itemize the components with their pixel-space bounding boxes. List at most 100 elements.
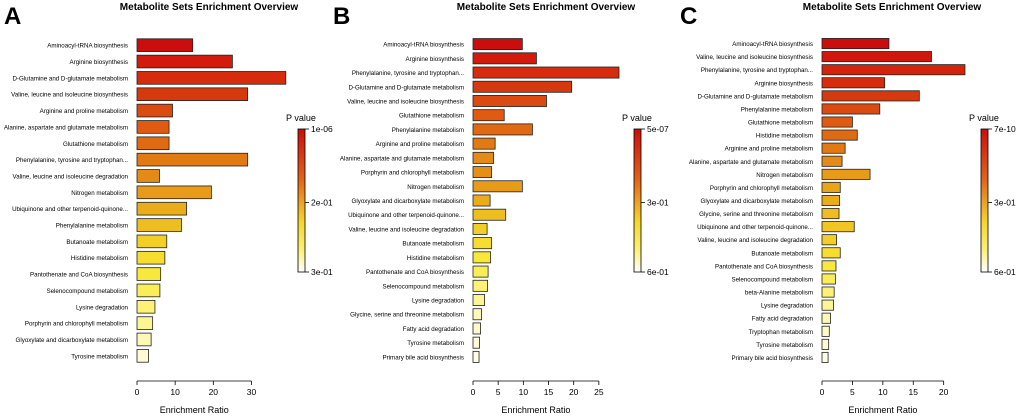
bar xyxy=(472,322,481,335)
category-label: Fatty acid degradation xyxy=(403,326,465,333)
category-label: Pantothenate and CoA biosynthesis xyxy=(715,263,813,270)
category-label: Phenylalanine, tyrosine and tryptophan..… xyxy=(16,157,128,164)
bar xyxy=(821,194,841,207)
category-label: Butanoate metabolism xyxy=(751,250,813,257)
category-label: Arginine and proline metabolism xyxy=(725,146,813,153)
category-label: Glyoxylate and dicarboxylate metabolism xyxy=(701,198,813,205)
bar xyxy=(472,151,495,164)
bar xyxy=(821,260,837,272)
bar xyxy=(136,71,287,85)
category-label: Alanine, aspartate and glutamate metabol… xyxy=(340,155,464,162)
bar xyxy=(472,109,505,122)
category-label: Arginine biosynthesis xyxy=(755,80,813,87)
bar xyxy=(472,294,485,306)
x-tick-label: 10 xyxy=(519,387,529,397)
category-label: Histidine metabolism xyxy=(756,133,813,140)
category-label: Aminoacyl-tRNA biosynthesis xyxy=(383,42,464,49)
bar xyxy=(136,267,162,281)
bar xyxy=(472,137,496,150)
bar xyxy=(472,350,480,363)
category-label: Valine, leucine and isoleucine biosynthe… xyxy=(696,54,813,61)
category-label: Glycine, serine and threonine metabolism xyxy=(699,211,813,218)
category-label: Lysine degradation xyxy=(761,303,814,310)
legend-title: P value xyxy=(286,113,316,123)
legend-title: P value xyxy=(969,113,999,123)
bar xyxy=(821,234,838,246)
x-tick-label: 5 xyxy=(496,387,501,397)
bar xyxy=(136,54,233,69)
legend-colorbar xyxy=(980,128,989,273)
bar xyxy=(472,95,547,107)
legend-colorbar xyxy=(633,128,642,273)
category-label: Tyrosine metabolism xyxy=(71,353,128,360)
x-tick-label: 10 xyxy=(170,387,180,397)
bar xyxy=(821,286,835,298)
bar xyxy=(472,237,493,250)
category-label: Histidine metabolism xyxy=(71,255,128,262)
bar xyxy=(472,336,480,349)
panel-c: C Metabolite Sets Enrichment Overview Amin… xyxy=(680,2,1016,415)
bar xyxy=(136,316,154,330)
bar xyxy=(821,299,834,311)
bar xyxy=(821,142,846,154)
bar xyxy=(821,103,881,115)
x-axis-label: Enrichment Ratio xyxy=(501,405,570,415)
category-label: Valine, leucine and isoleucine degradati… xyxy=(13,173,129,180)
x-tick-label: 25 xyxy=(594,387,604,397)
x-tick-label: 0 xyxy=(820,387,825,397)
legend-tick-label: 3e-01 xyxy=(647,198,669,208)
category-label: Nitrogen metabolism xyxy=(756,172,813,179)
bar xyxy=(472,194,491,207)
category-label: Ubiquinone and other terpenoid-quinone..… xyxy=(697,224,813,231)
category-label: Selenocompound metabolism xyxy=(382,283,464,290)
category-label: Tyrosine metabolism xyxy=(756,342,813,349)
bar xyxy=(472,251,492,264)
category-label: Selenocompound metabolism xyxy=(46,288,128,295)
category-label: beta-Alanine metabolism xyxy=(745,290,813,297)
legend-tick-label: 2e-01 xyxy=(311,198,333,208)
category-label: Phenylalanine, tyrosine and tryptophan..… xyxy=(352,70,464,77)
panel-letter: B xyxy=(333,3,350,30)
legend-title: P value xyxy=(622,113,652,123)
chart-title: Metabolite Sets Enrichment Overview xyxy=(120,2,299,13)
category-label: Primary bile acid biosynthesis xyxy=(382,354,464,361)
bar xyxy=(821,155,843,167)
x-tick-label: 20 xyxy=(209,387,219,397)
category-label: Nitrogen metabolism xyxy=(407,184,464,191)
legend-tick-label: 6e-01 xyxy=(647,267,669,277)
category-label: Arginine biosynthesis xyxy=(406,56,464,63)
category-label: Porphyrin and chlorophyll metabolism xyxy=(25,321,128,328)
category-label: Arginine biosynthesis xyxy=(70,59,128,66)
bar xyxy=(472,52,537,65)
bar xyxy=(821,51,932,63)
x-tick-label: 10 xyxy=(878,387,888,397)
legend-tick-label: 3e-01 xyxy=(994,198,1016,208)
bar xyxy=(821,168,871,180)
bar xyxy=(821,38,890,50)
category-label: Phenylalanine metabolism xyxy=(392,127,464,134)
category-label: D-Glutamine and D-glutamate metabolism xyxy=(697,93,813,100)
bar xyxy=(472,66,620,79)
category-label: Phenylalanine metabolism xyxy=(56,223,128,230)
category-label: Alanine, aspartate and glutamate metabol… xyxy=(689,159,813,166)
bar xyxy=(136,201,188,216)
category-label: Glyoxylate and dicarboxylate metabolism xyxy=(16,337,128,344)
category-label: Lysine degradation xyxy=(76,304,129,311)
panel-letter: C xyxy=(680,3,697,30)
legend-tick-label: 5e-07 xyxy=(647,124,669,134)
category-label: Glyoxylate and dicarboxylate metabolism xyxy=(352,198,464,205)
category-label: Glycine, serine and threonine metabolism xyxy=(350,312,464,319)
legend-tick-label: 7e-10 xyxy=(994,124,1016,134)
category-label: Arginine and proline metabolism xyxy=(40,108,128,115)
bar xyxy=(472,308,482,321)
bar xyxy=(136,234,168,249)
category-label: Histidine metabolism xyxy=(407,255,464,262)
category-label: Pantothenate and CoA biosynthesis xyxy=(366,269,464,276)
x-tick-label: 0 xyxy=(135,387,140,397)
bar xyxy=(821,325,830,337)
bar xyxy=(821,312,831,324)
bar xyxy=(472,166,493,179)
bar xyxy=(136,136,170,151)
category-label: Alanine, aspartate and glutamate metabol… xyxy=(4,124,128,131)
